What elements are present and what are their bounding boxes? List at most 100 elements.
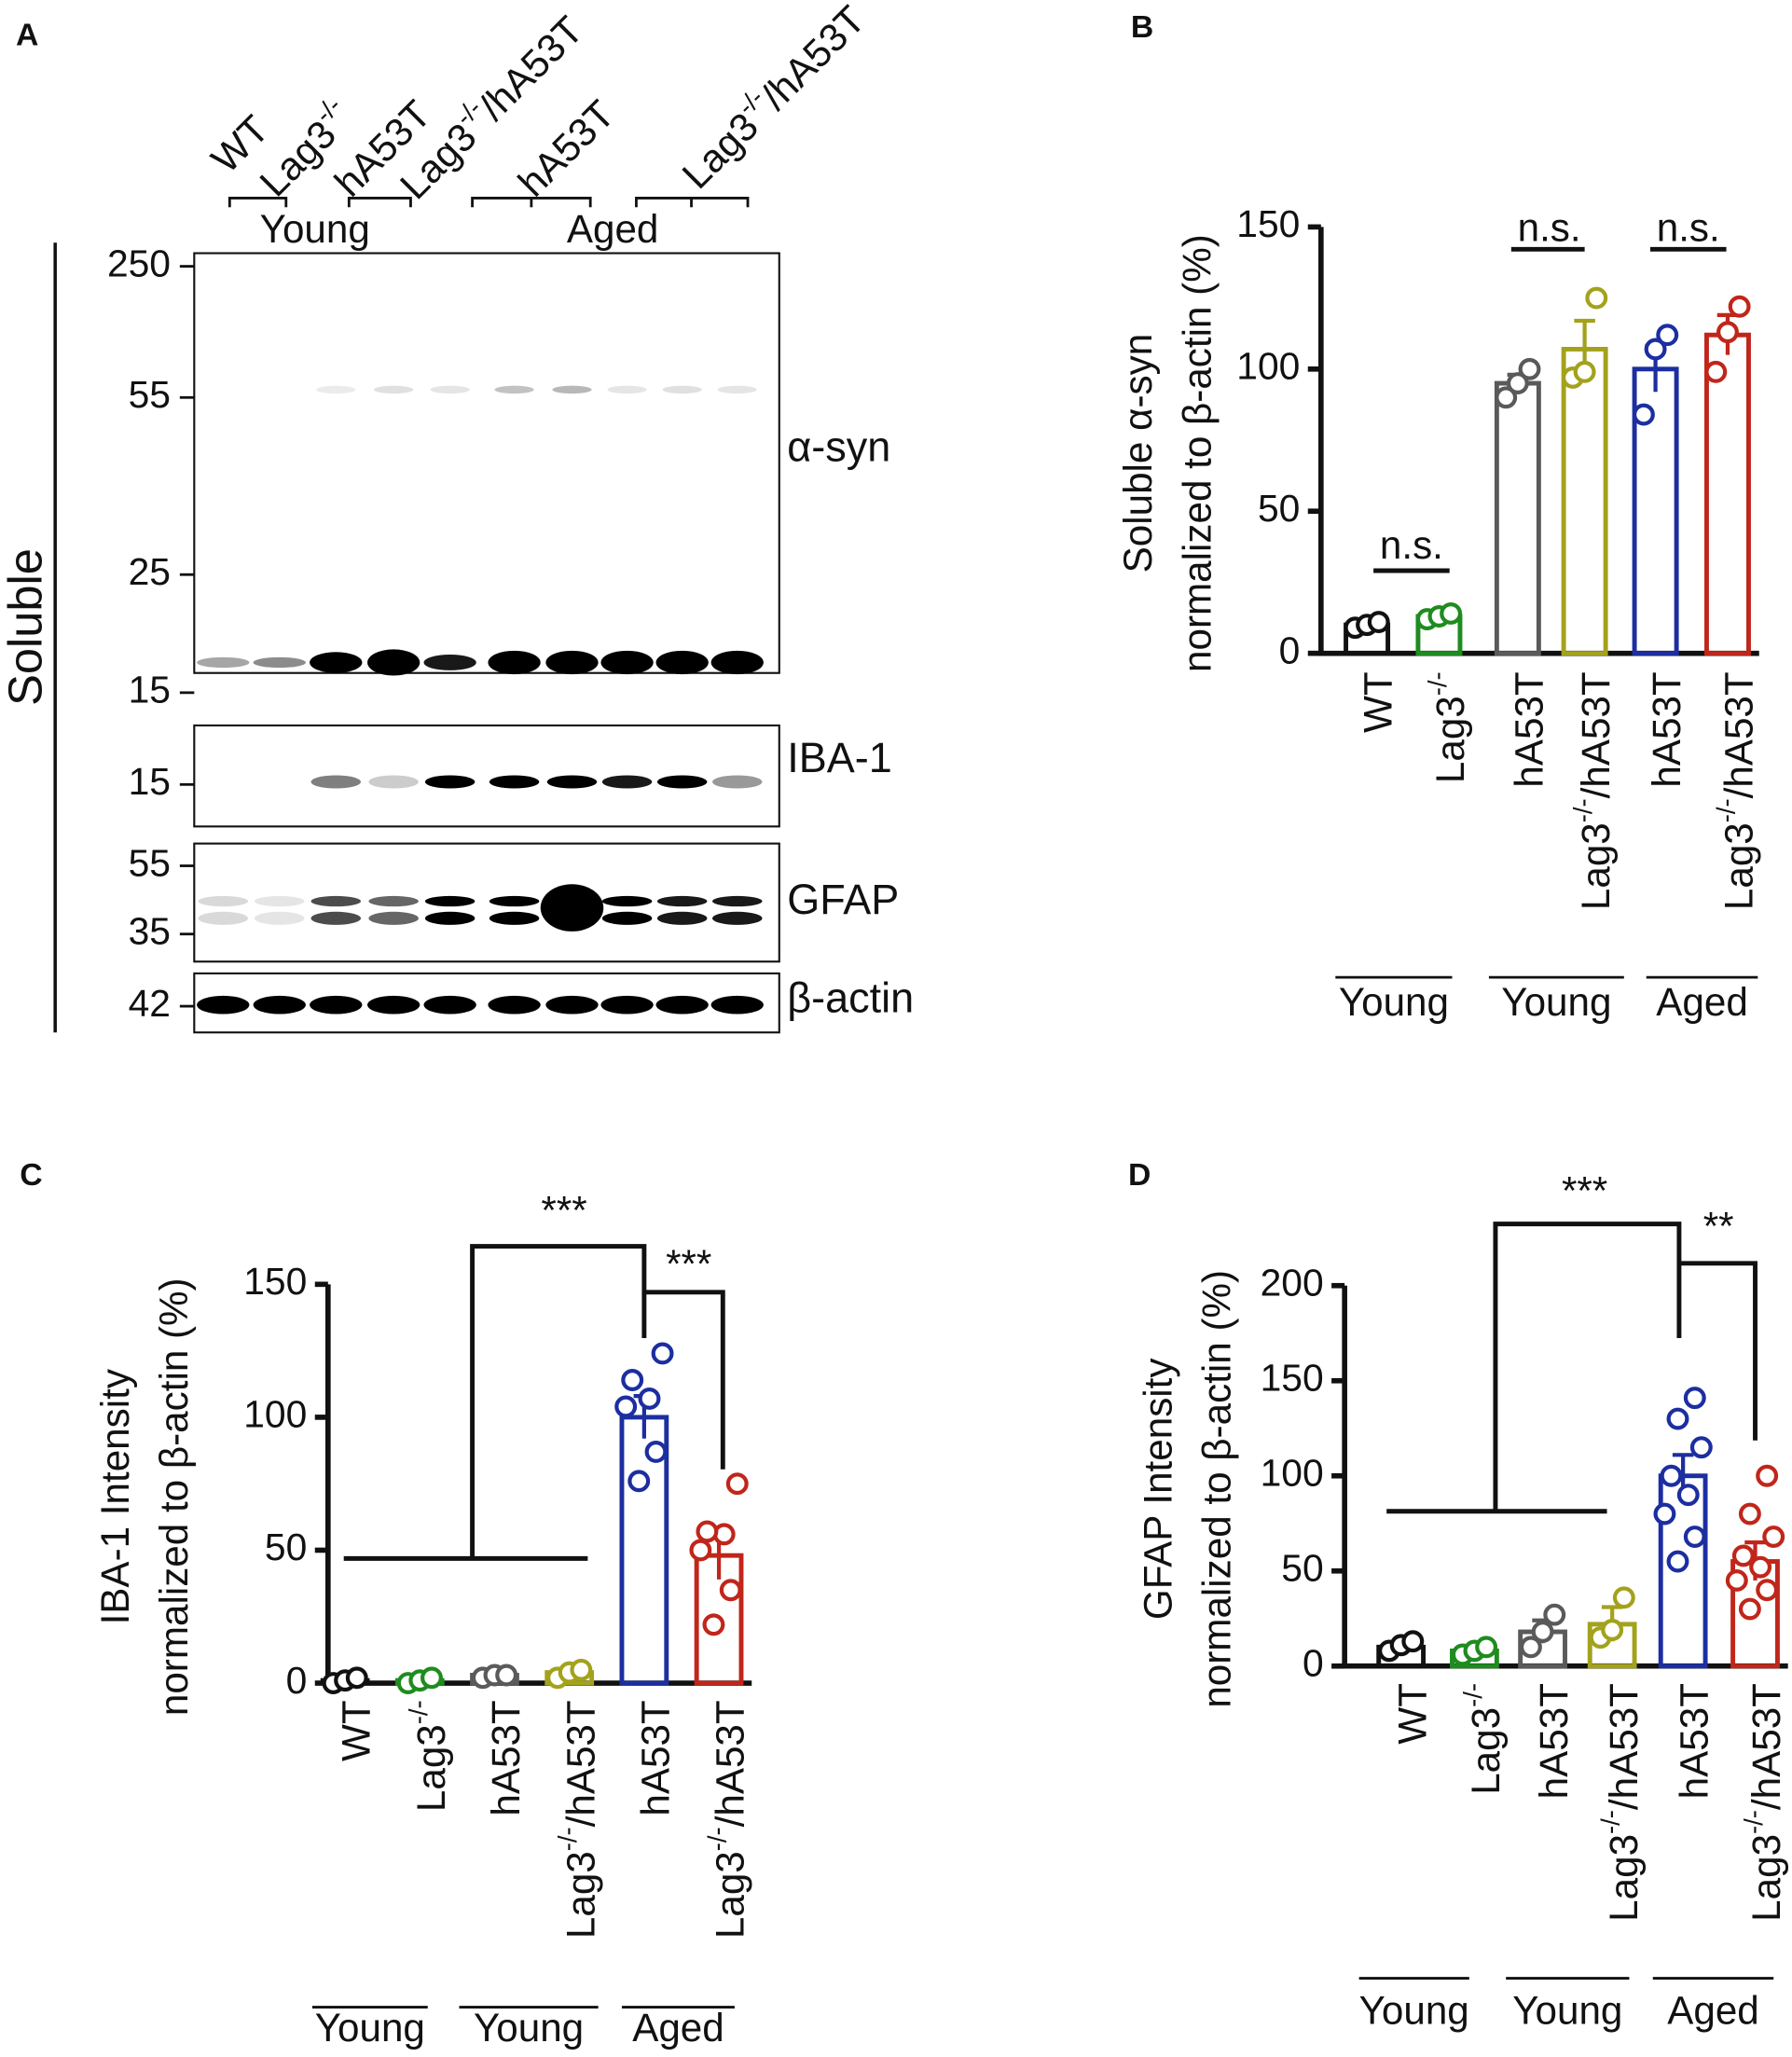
significance-bracket [1678,1261,1758,1441]
significance-bracket [1493,1222,1682,1512]
data-point [345,1666,368,1690]
band [717,385,757,394]
band [198,911,248,925]
band [310,895,361,907]
band [423,655,476,670]
x-tick-label: Lag3-/-/hA53T [702,1700,751,1939]
group-label: Young [474,2006,584,2050]
data-point [1683,1387,1706,1410]
band [488,650,541,675]
data-point [1725,1568,1748,1592]
x-tick-label: Lag3-/-/hA53T [1711,671,1760,910]
y-tick-label: 150 [1261,1357,1324,1400]
annotation: ** [1703,1204,1734,1248]
mw-marker: 25 [129,550,171,593]
band [430,385,470,394]
data-point [719,1579,742,1602]
x-tick-label: Lag3-/- [1458,1683,1508,1795]
band [655,995,709,1015]
lane-label: Lag3-/-/hA53T [669,0,874,197]
blot-name: α-syn [787,422,890,470]
band [310,652,363,673]
band [494,385,534,394]
blot-bands [197,385,764,1015]
data-point [1601,1619,1624,1641]
y-tick-label: 50 [1258,487,1300,530]
blot-name: IBA-1 [787,734,892,781]
annotation: n.s. [1657,206,1720,250]
data-point [1531,1621,1554,1643]
y-tick-label: 50 [265,1525,307,1568]
data-point [1666,1407,1689,1430]
data-point [1573,360,1596,383]
band [601,895,653,907]
data-point [1728,295,1751,318]
band [656,911,708,925]
y-tick-label: 200 [1261,1262,1324,1305]
x-tick-label: hA53T [484,1700,528,1815]
band [600,995,654,1015]
band [540,884,604,932]
data-point [638,1387,661,1410]
band [374,385,414,394]
data-point [1543,1603,1566,1626]
band [656,895,708,907]
y-tick-label: 100 [243,1393,307,1436]
blot-frame [193,252,780,674]
panel-a: A Soluble [0,17,780,1034]
data-point [1683,1525,1706,1548]
y-axis-title: GFAP Intensity [1136,1358,1179,1621]
data-point [689,1539,712,1562]
mw-marker: 250 [107,242,171,284]
data-point [1612,1586,1635,1609]
data-point [1749,1555,1772,1579]
band [310,911,361,925]
group-label: Aged [632,2006,724,2050]
x-tick-label: Lag3-/-/hA53T [1739,1683,1788,1922]
data-point [1519,1636,1542,1659]
data-point [1401,1630,1425,1653]
band [545,650,599,675]
group-label: Young [1339,980,1449,1024]
y-axis-title: normalized to β-actin (%) [1195,1270,1239,1708]
mw-marker: 15 [129,669,171,711]
y-tick-label: 50 [1281,1547,1323,1590]
mw-marker: 15 [129,760,171,803]
band [424,895,476,907]
panel-letter: A [16,17,38,52]
data-point [1518,357,1541,380]
y-tick-label: 0 [1303,1642,1324,1685]
annotation: *** [541,1189,586,1233]
data-point [570,1658,593,1681]
band [253,995,306,1015]
annotation: n.s. [1518,206,1581,250]
x-tick-label: Lag3-/-/hA53T [1568,671,1618,910]
data-point [1644,338,1667,361]
band [656,775,708,789]
data-point [1731,1544,1755,1567]
data-point [614,1395,638,1418]
panel-letter: C [20,1157,42,1193]
band [424,775,476,789]
band [655,650,709,675]
mw-marker: 42 [129,982,171,1025]
band [552,385,592,394]
mw-marker: 55 [129,841,171,884]
band [545,995,599,1015]
blot-name: β-actin [787,973,914,1021]
band [662,385,702,394]
x-tick-label: Lag3-/- [1423,671,1472,783]
band [607,385,647,394]
data-point [1656,324,1679,347]
group-label: Young [315,2006,425,2050]
fraction-label: Soluble [0,548,51,706]
significance-bracket [643,1290,725,1470]
data-point [1506,372,1529,395]
data-point [627,1470,651,1493]
band [197,995,250,1015]
x-tick-label: hA53T [1645,671,1689,787]
data-point [1762,1525,1785,1548]
y-tick-label: 150 [1236,202,1300,245]
band [368,775,419,789]
